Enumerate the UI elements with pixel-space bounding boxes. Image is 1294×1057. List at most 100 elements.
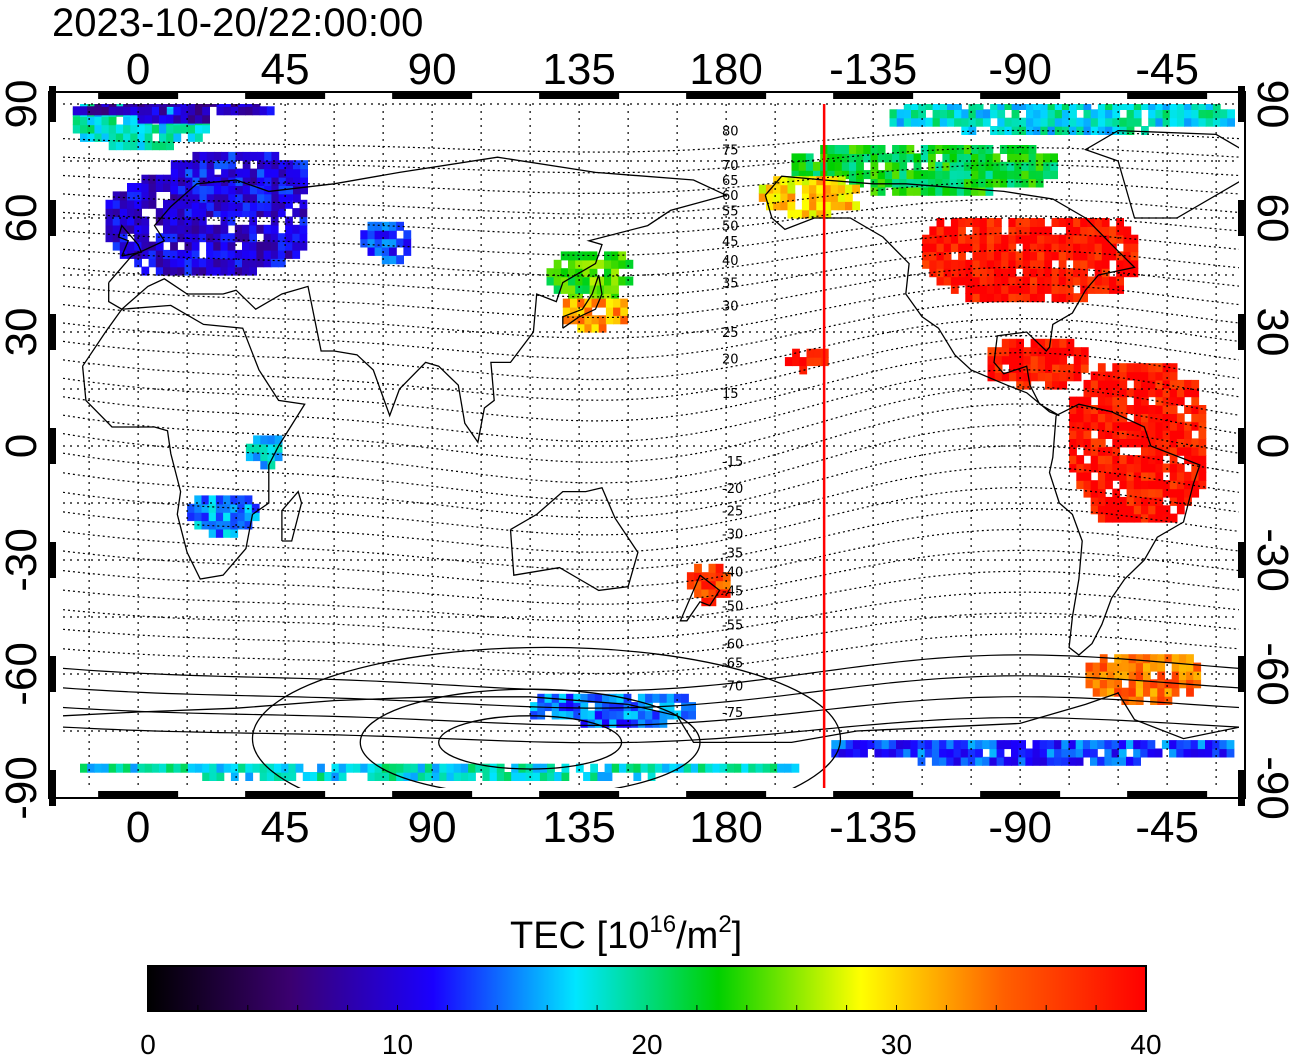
edge-tick-top <box>980 92 1061 99</box>
contour-line <box>63 198 1239 236</box>
contour-line <box>63 633 1239 675</box>
left-lat-label: -60 <box>0 642 46 706</box>
contour-line <box>63 300 1239 360</box>
contour-label: 30 <box>722 299 739 314</box>
contour-label: 60 <box>722 189 739 204</box>
left-lat-label: 90 <box>0 80 46 129</box>
contour-ring <box>359 688 701 788</box>
edge-tick-right <box>1238 770 1245 806</box>
contour-line <box>63 549 1239 605</box>
edge-tick-top <box>686 92 767 99</box>
contour-label: -45 <box>722 584 743 599</box>
coastline-3 <box>509 487 639 592</box>
contour-label: -60 <box>722 638 743 653</box>
coastline-7 <box>764 175 1136 417</box>
bottom-lon-label: -45 <box>1135 803 1199 852</box>
figure-title: 2023-10-20/22:00:00 <box>52 1 423 45</box>
contour-line <box>63 486 1239 553</box>
contour-line <box>63 570 1239 623</box>
colorbar-label-sup1: 16 <box>649 911 676 938</box>
top-lon-label: -45 <box>1135 45 1199 94</box>
top-lon-label: 180 <box>689 45 762 94</box>
edge-tick-bottom <box>98 791 179 798</box>
contour-label: 25 <box>722 326 739 341</box>
tec-region-patagonia <box>1085 654 1202 705</box>
bottom-longitude-labels: 0 45 90 135 180 -135 -90 -45 <box>126 803 1199 852</box>
edge-tick-right <box>1238 428 1245 464</box>
right-lat-label: -90 <box>1248 756 1294 820</box>
tec-region-north-america <box>922 218 1139 303</box>
contour-label: -70 <box>722 679 743 694</box>
contour-line <box>63 181 1239 215</box>
tec-region-antarctic-coast <box>530 693 696 728</box>
colorbar-tick-label: 40 <box>1130 1029 1161 1057</box>
left-latitude-labels: 90 60 30 0 -30 -60 -90 <box>0 80 46 820</box>
contour-label: -30 <box>722 527 743 542</box>
edge-tick-right <box>1238 542 1245 578</box>
contour-line <box>63 424 1239 501</box>
right-latitude-labels: 90 60 30 0 -30 -60 -90 <box>1248 80 1294 820</box>
colorbar-label: TEC [1016/m2] <box>510 911 742 957</box>
contour-label: 55 <box>722 204 739 219</box>
contour-line <box>63 164 1239 194</box>
contour-line <box>63 146 1239 174</box>
contour-label: 80 <box>722 125 739 140</box>
edge-tick-left <box>49 314 56 350</box>
colorbar-tick-label: 30 <box>881 1029 912 1057</box>
right-lat-label: 60 <box>1248 194 1294 243</box>
edge-tick-left <box>49 656 56 692</box>
coastline-4 <box>679 574 721 622</box>
left-lat-label: 0 <box>0 434 46 458</box>
top-lon-label: -90 <box>988 45 1052 94</box>
coastline-outlines <box>63 129 1239 744</box>
edge-tick-bottom <box>245 791 326 798</box>
contour-label: 75 <box>722 144 739 159</box>
left-lat-label: -90 <box>0 756 46 820</box>
contour-line <box>63 508 1239 571</box>
edge-tick-top <box>1127 92 1208 99</box>
coastline-6 <box>281 490 303 542</box>
edge-tick-left <box>49 428 56 464</box>
top-lon-label: 45 <box>261 45 310 94</box>
contour-label: 65 <box>722 174 739 189</box>
contour-label: -20 <box>722 482 743 497</box>
edge-tick-top <box>833 92 914 99</box>
colorbar-label-sup2: 2 <box>718 911 731 938</box>
contour-line <box>63 612 1239 657</box>
contour-label: -15 <box>722 455 743 470</box>
left-lat-label: 60 <box>0 194 46 243</box>
tec-region-east-africa <box>245 435 283 470</box>
tec-region-antarctic-bottom <box>80 763 800 781</box>
contour-line <box>63 249 1239 298</box>
edge-tick-left <box>49 770 56 806</box>
contour-label: 20 <box>722 353 739 368</box>
tec-region-antarctic-right <box>831 740 1235 766</box>
contour-label: -55 <box>722 619 743 634</box>
magnetic-latitude-contours <box>63 129 1239 788</box>
tec-region-arctic-top-left <box>72 104 275 124</box>
colorbar-label-main: TEC [10 <box>510 915 649 957</box>
contour-label: -65 <box>722 657 743 672</box>
contour-line <box>63 318 1239 381</box>
contour-label: -25 <box>722 505 743 520</box>
bottom-lon-label: 45 <box>261 803 310 852</box>
edge-tick-bottom <box>392 791 473 798</box>
edge-tick-top <box>539 92 620 99</box>
edge-tick-top <box>245 92 326 99</box>
contour-label: -50 <box>722 600 743 615</box>
bottom-lon-label: -90 <box>988 803 1052 852</box>
contour-label: -40 <box>722 565 743 580</box>
contour-line <box>63 591 1239 640</box>
contour-line <box>63 466 1239 536</box>
tec-region-central-america <box>987 338 1089 390</box>
contour-label: 50 <box>722 220 739 235</box>
edge-tick-right <box>1238 200 1245 236</box>
left-lat-label: -30 <box>0 528 46 592</box>
colorbar-label-end: ] <box>732 915 743 957</box>
edge-tick-left <box>49 86 56 122</box>
contour-ring <box>251 646 842 788</box>
contour-line <box>63 386 1239 463</box>
contour-line <box>63 232 1239 277</box>
